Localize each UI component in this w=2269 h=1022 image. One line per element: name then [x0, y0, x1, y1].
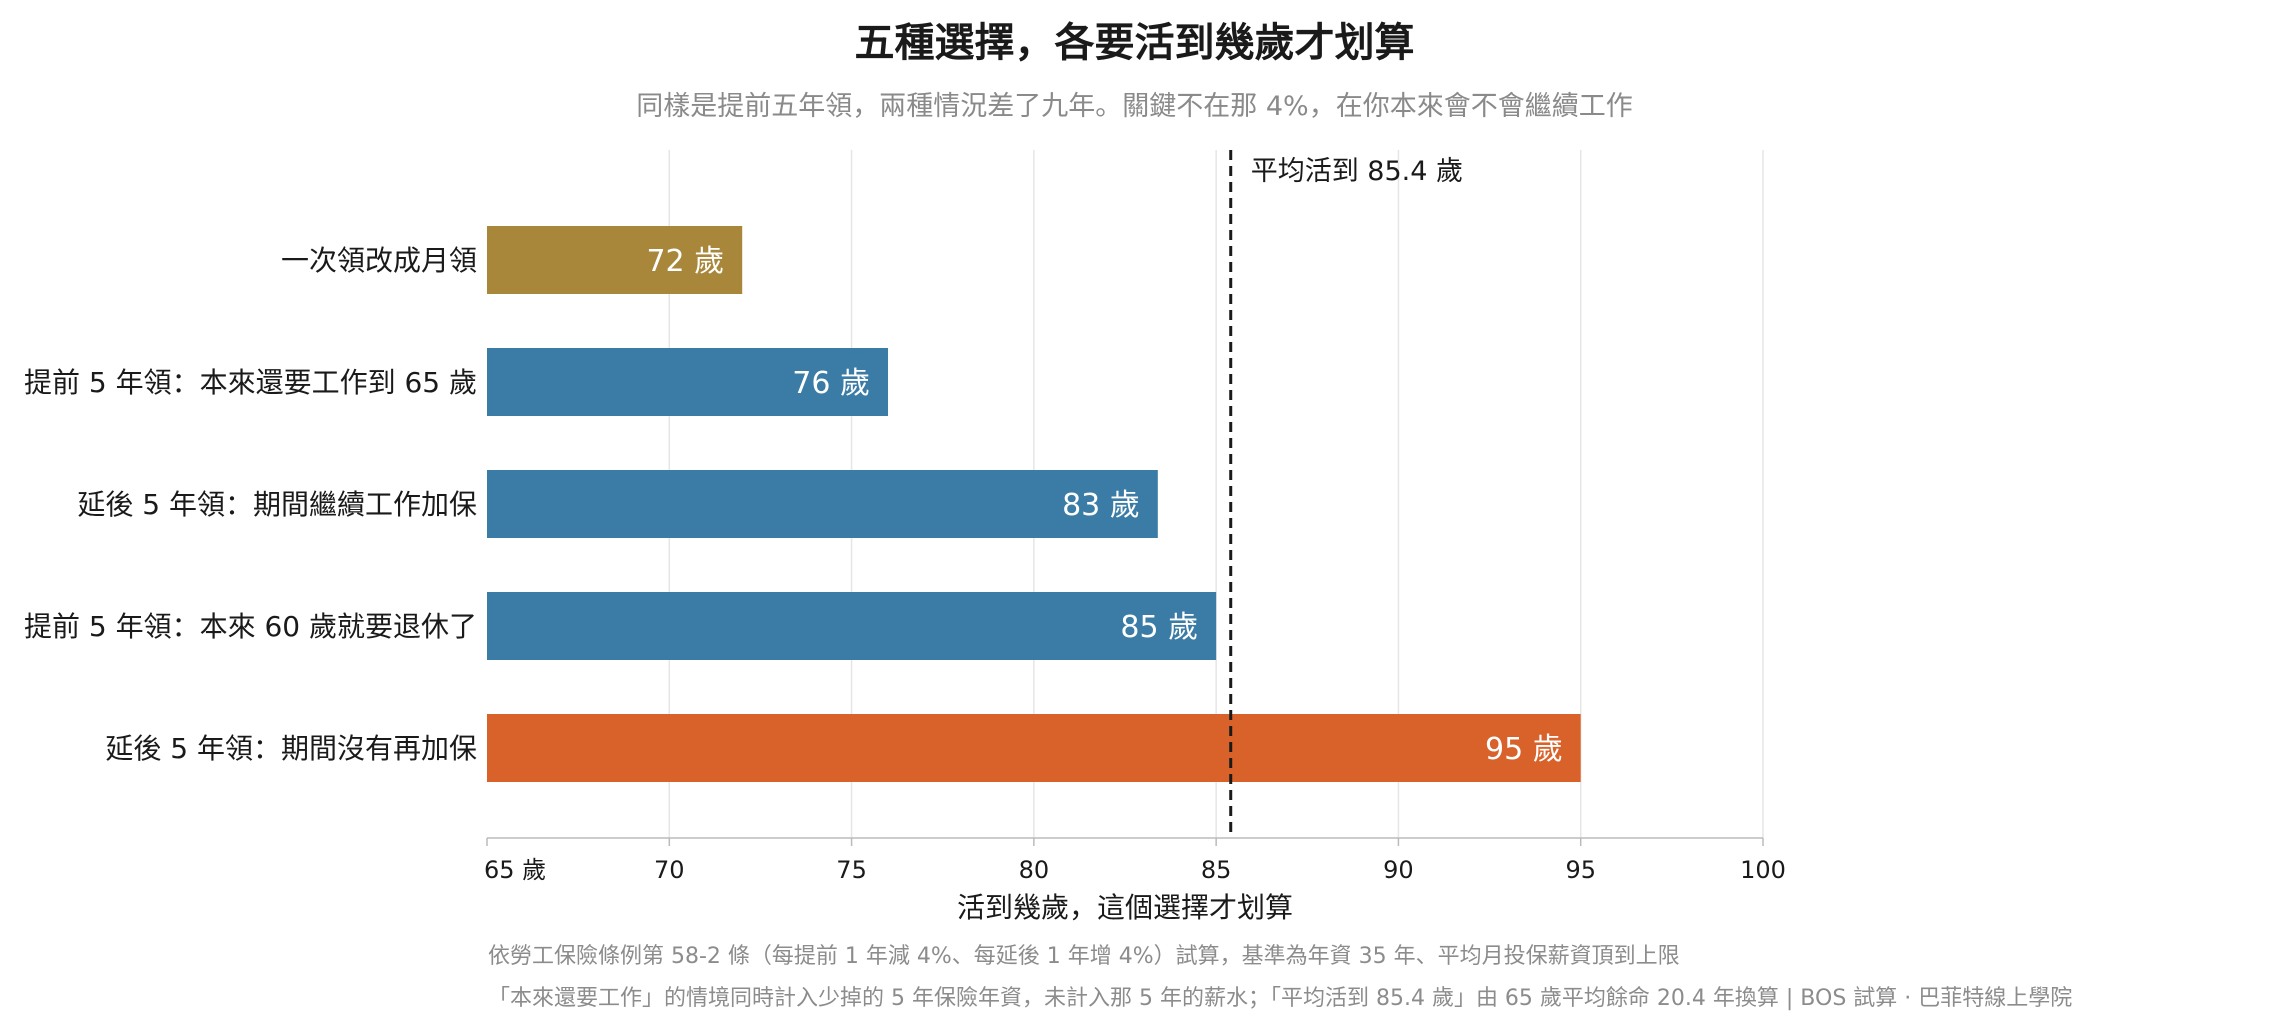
- x-tick-label: 65 歲: [484, 856, 546, 884]
- x-tick-label: 100: [1740, 856, 1786, 884]
- bar: [487, 226, 743, 294]
- bar: [487, 714, 1581, 782]
- x-tick-label: 70: [654, 856, 685, 884]
- footnote-method: 依勞工保險條例第 58-2 條（每提前 1 年減 4%、每延後 1 年增 4%）…: [488, 944, 1680, 969]
- bar: [487, 592, 1217, 660]
- chart-subtitle: 同樣是提前五年領，兩種情況差了九年。關鍵不在那 4%，在你本來會不會繼續工作: [636, 91, 1633, 122]
- bar-value-label: 85 歲: [1120, 610, 1198, 645]
- bar-value-label: 83 歲: [1062, 488, 1140, 523]
- category-label: 提前 5 年領：本來還要工作到 65 歲: [24, 366, 477, 399]
- x-tick-label: 80: [1019, 856, 1050, 884]
- x-tick-label: 75: [836, 856, 867, 884]
- category-label: 延後 5 年領：期間沒有再加保: [105, 732, 477, 765]
- reference-line-group: 平均活到 85.4 歲: [1229, 150, 1463, 838]
- bars: 72 歲 76 歲 83 歲 85 歲 95 歲: [487, 226, 1581, 782]
- category-label: 提前 5 年領：本來 60 歲就要退休了: [24, 610, 477, 643]
- x-tick-label: 85: [1201, 856, 1232, 884]
- footnote-source: 「本來還要工作」的情境同時計入少掉的 5 年保險年資，未計入那 5 年的薪水；「…: [488, 986, 2073, 1011]
- x-axis: 65 歲 70 75 80 85 90 95 100 活到幾歲，這個選擇才划算: [484, 837, 1786, 924]
- category-label: 一次領改成月領: [281, 244, 477, 277]
- bar-value-label: 76 歲: [792, 366, 870, 401]
- x-axis-label: 活到幾歲，這個選擇才划算: [957, 891, 1293, 924]
- bar-value-label: 72 歲: [646, 244, 724, 279]
- x-tick-label: 90: [1383, 856, 1414, 884]
- x-tick-label: 95: [1565, 856, 1596, 884]
- bar-value-label: 95 歲: [1485, 732, 1563, 767]
- chart-title: 五種選擇，各要活到幾歲才划算: [854, 20, 1415, 66]
- bar: [487, 470, 1158, 538]
- category-label: 延後 5 年領：期間繼續工作加保: [77, 488, 477, 521]
- bar: [487, 348, 889, 416]
- reference-line-label: 平均活到 85.4 歲: [1251, 156, 1463, 187]
